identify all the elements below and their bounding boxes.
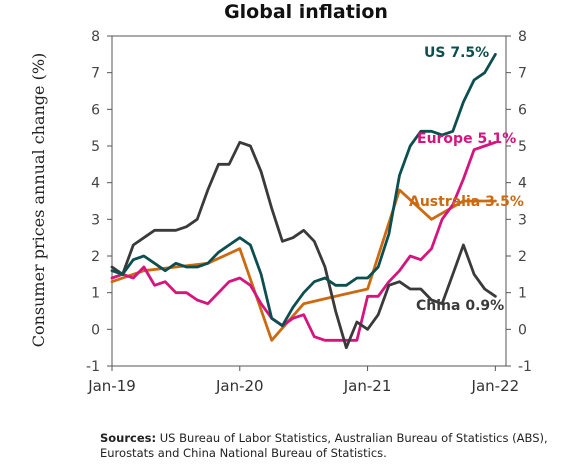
left-tick-label: 3 [91,212,100,228]
right-tick-label: 7 [518,66,527,82]
left-tick-label: 0 [91,322,100,338]
left-tick-label: -1 [86,359,100,375]
series-line-australia [110,188,497,342]
inflation-chart: Global inflation Consumer prices annual … [29,1,532,395]
left-tick-label: 5 [91,139,100,155]
right-tick-label: 6 [518,102,527,118]
left-tick-label: 7 [91,66,100,82]
series-line-us [110,52,497,328]
series-line-china [110,140,497,350]
right-tick-label: 4 [518,176,527,192]
right-tick-label: -1 [518,359,532,375]
chart-title: Global inflation [224,1,388,23]
left-tick-label: 4 [91,176,100,192]
x-axis-ticks: Jan-19 Jan-20 Jan-21 Jan-22 [87,366,519,395]
right-tick-label: 2 [518,249,527,265]
plot-area-frame [111,35,507,367]
x-tick-label: Jan-20 [215,377,264,395]
series-label-china: China 0.9% [416,298,504,314]
y-axis-label: Consumer prices annual change (%) [29,53,48,348]
series-label-europe: Europe 5.1% [417,131,516,147]
sources-text: US Bureau of Labor Statistics, Australia… [100,431,548,460]
left-y-ticks: -1 0 1 2 3 4 5 6 7 8 [86,29,112,375]
right-tick-label: 3 [518,212,527,228]
series-label-australia: Australia 3.5% [409,194,524,210]
sources-note: Sources: US Bureau of Labor Statistics, … [100,431,560,461]
x-tick-label: Jan-22 [471,377,520,395]
sources-label: Sources: [100,431,157,445]
x-tick-label: Jan-19 [87,377,136,395]
series-labels: US 7.5% Europe 5.1% Australia 3.5% China 0.… [409,45,524,314]
series-line-europe [110,140,497,342]
right-tick-label: 8 [518,29,527,45]
right-tick-label: 0 [518,322,527,338]
left-tick-label: 8 [91,29,100,45]
right-tick-label: 5 [518,139,527,155]
left-tick-label: 2 [91,249,100,265]
left-tick-label: 1 [91,286,100,302]
series-lines [110,52,497,350]
left-tick-label: 6 [91,102,100,118]
right-tick-label: 1 [518,286,527,302]
series-label-us: US 7.5% [424,45,489,61]
right-y-ticks: -1 0 1 2 3 4 5 6 7 8 [506,29,532,375]
x-tick-label: Jan-21 [343,377,392,395]
